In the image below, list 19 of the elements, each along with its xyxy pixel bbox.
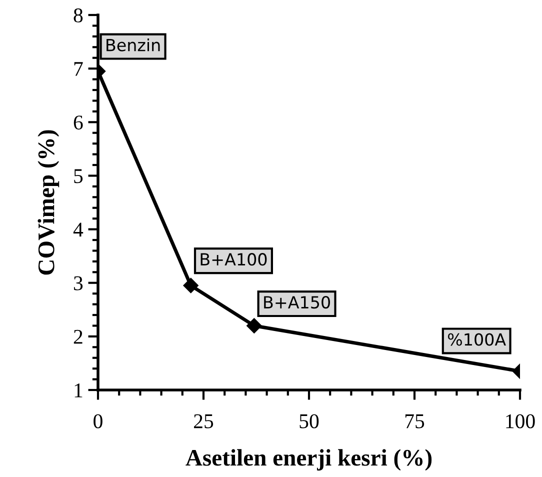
y-tick-label: 5 (74, 169, 83, 184)
y-tick-label: 1 (74, 383, 82, 398)
y-tick-label: 2 (74, 330, 82, 344)
annotation: Benzin (106, 38, 160, 52)
x-tick-label: 50 (300, 414, 319, 428)
y-tick-label: 4 (73, 222, 84, 237)
annotation: B+A100 (200, 253, 267, 266)
y-tick-label: 7 (74, 62, 83, 76)
y-tick-label: 3 (74, 276, 83, 290)
x-tick-label: 0 (94, 414, 102, 428)
x-tick-label: 100 (506, 414, 535, 428)
x-tick-label: 25 (194, 414, 214, 428)
annotation: B+A150 (264, 296, 330, 309)
y-axis-title: COVimep (%) (38, 130, 60, 275)
annotation: %100A (448, 333, 506, 346)
x-axis-title: Asetilen enerji kesri (%) (186, 449, 432, 471)
y-tick-label: 8 (74, 8, 83, 22)
x-tick-label: 75 (405, 414, 424, 428)
y-tick-label: 6 (74, 116, 83, 130)
